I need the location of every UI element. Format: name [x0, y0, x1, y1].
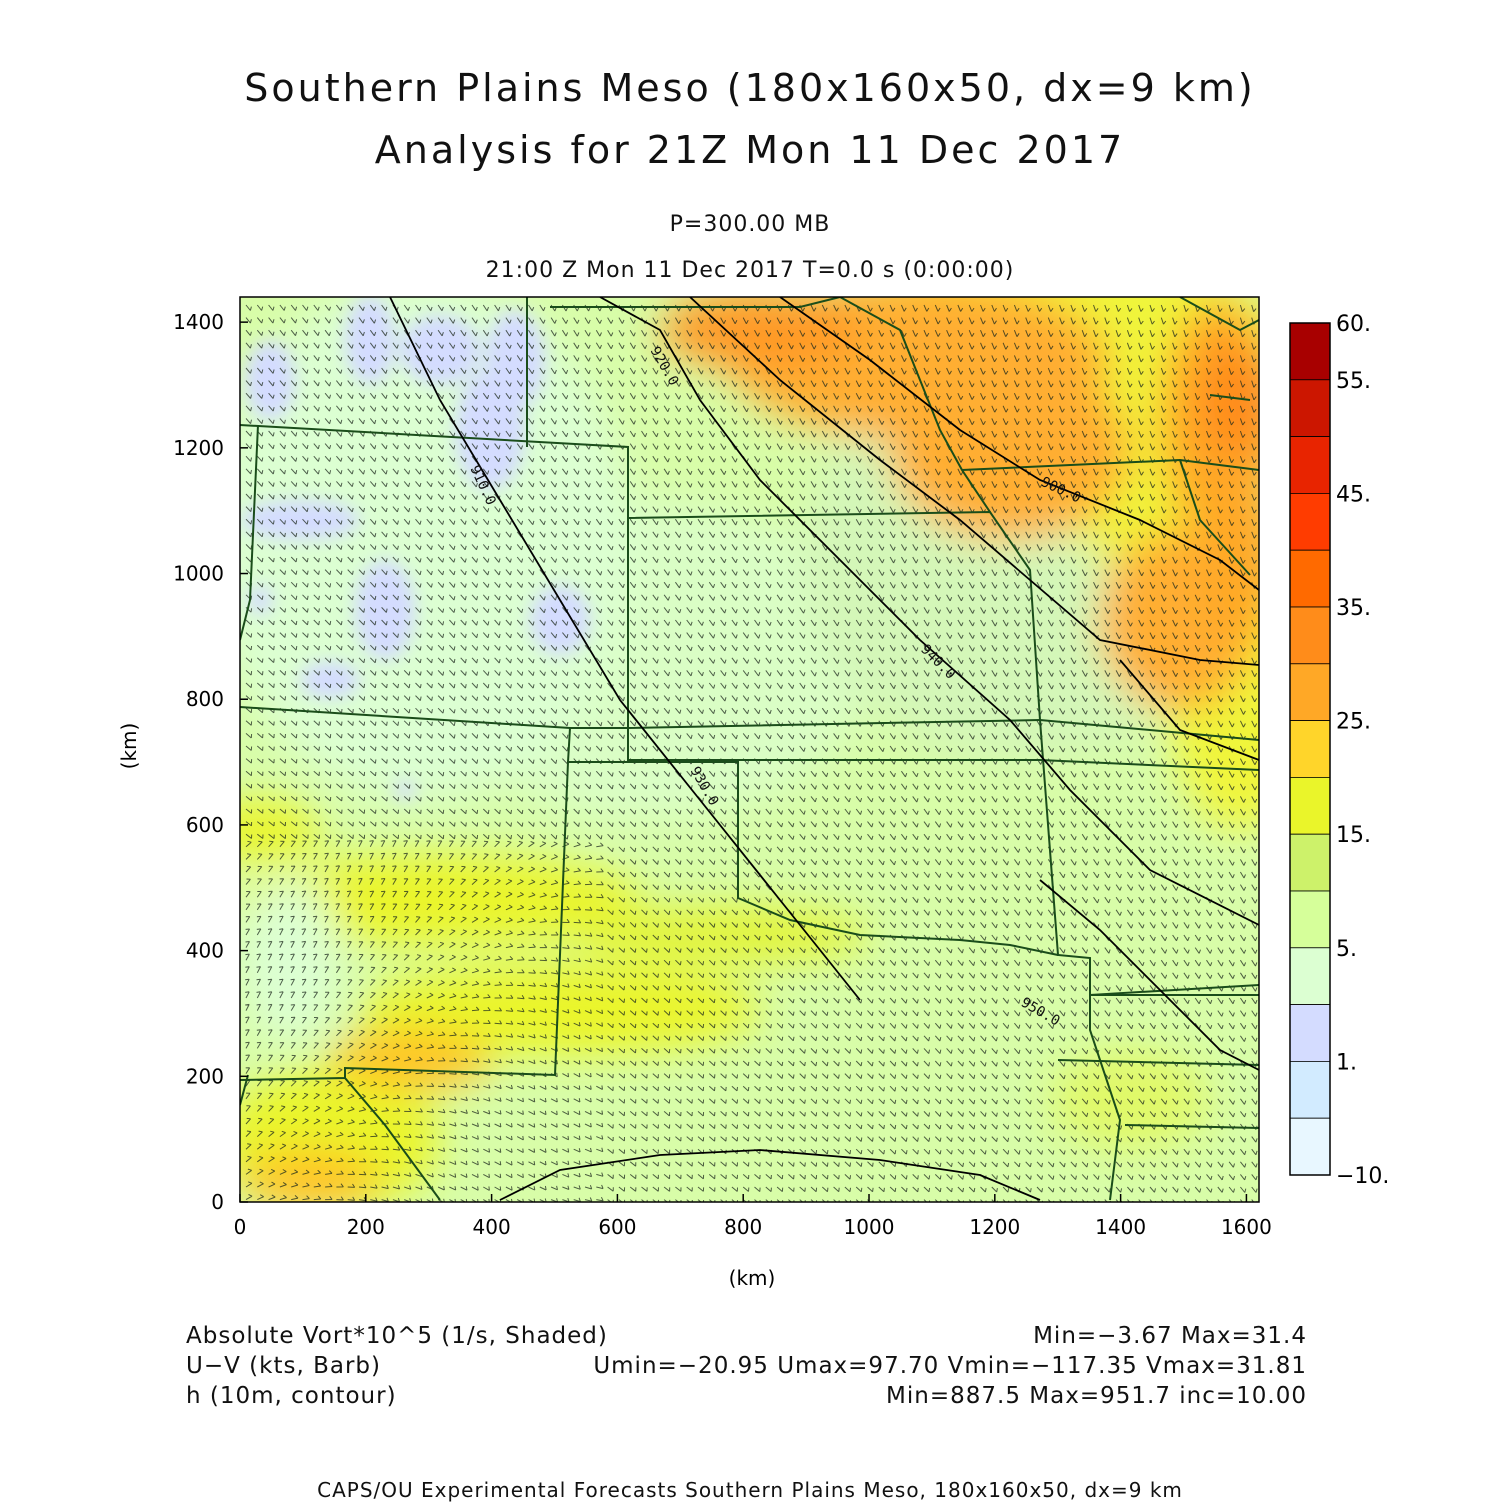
- y-tick-label: 600: [186, 813, 224, 837]
- title-line-1: Southern Plains Meso (180x160x50, dx=9 k…: [244, 66, 1256, 110]
- colorbar-label: 55.: [1336, 369, 1371, 394]
- y-tick-label: 1200: [173, 436, 224, 460]
- colorbar-swatch: [1289, 833, 1331, 892]
- colorbar-label: 45.: [1336, 482, 1371, 507]
- colorbar-label: −10.: [1336, 1164, 1389, 1189]
- colorbar-swatch: [1289, 1117, 1331, 1176]
- x-axis-label: (km): [729, 1266, 776, 1290]
- y-tick-label: 1000: [173, 562, 224, 586]
- colorbar-swatch: [1289, 606, 1331, 665]
- x-tick-label: 800: [724, 1215, 762, 1239]
- footer-credit: CAPS/OU Experimental Forecasts Southern …: [317, 1478, 1183, 1502]
- colorbar-swatch: [1289, 1061, 1331, 1119]
- y-axis-label: (km): [117, 723, 141, 770]
- y-tick-label: 800: [186, 687, 224, 711]
- state-borders: [240, 297, 1259, 1201]
- x-tick-label: 1600: [1221, 1215, 1272, 1239]
- colorbar-label: 1.: [1336, 1050, 1357, 1075]
- colorbar-label: 35.: [1336, 596, 1371, 621]
- colorbar-swatch: [1289, 663, 1331, 721]
- height-contours: [389, 297, 1259, 1201]
- x-tick-label: 200: [347, 1215, 385, 1239]
- height-legend-stats: Min=887.5 Max=951.7 inc=10.00: [886, 1383, 1307, 1409]
- colorbar-swatch: [1289, 322, 1331, 381]
- colorbar-label: 15.: [1336, 823, 1371, 848]
- wind-legend-label: U−V (kts, Barb): [186, 1353, 381, 1379]
- x-tick-label: 600: [598, 1215, 636, 1239]
- x-tick-label: 1400: [1095, 1215, 1146, 1239]
- height-legend-label: h (10m, contour): [186, 1383, 397, 1409]
- colorbar-swatch: [1289, 379, 1331, 437]
- colorbar-swatch: [1289, 436, 1331, 494]
- colorbar-swatch: [1289, 492, 1331, 551]
- y-tick-label: 400: [186, 939, 224, 963]
- plot-frame: [239, 296, 1260, 1203]
- x-tick-label: 0: [234, 1215, 247, 1239]
- vorticity-shading: [240, 297, 1259, 1202]
- colorbar-swatch: [1289, 890, 1331, 949]
- colorbar-label: 25.: [1336, 710, 1371, 735]
- y-tick-label: 1400: [173, 310, 224, 334]
- colorbar-swatch: [1289, 777, 1331, 835]
- y-tick-label: 200: [186, 1064, 224, 1088]
- colorbar-swatch: [1289, 720, 1331, 778]
- colorbar-swatch: [1289, 549, 1331, 608]
- x-tick-label: 400: [473, 1215, 511, 1239]
- colorbar-swatch: [1289, 947, 1331, 1005]
- valid-time: 21:00 Z Mon 11 Dec 2017 T=0.0 s (0:00:00…: [485, 258, 1015, 283]
- colorbar: 60. 55. 45. 35. 25. 15. 5. 1. −10.: [1289, 312, 1389, 1189]
- x-tick-label: 1000: [844, 1215, 895, 1239]
- colorbar-label: 60.: [1336, 312, 1371, 337]
- wind-legend-stats: Umin=−20.95 Umax=97.70 Vmin=−117.35 Vmax…: [593, 1353, 1307, 1379]
- title-line-2: Analysis for 21Z Mon 11 Dec 2017: [374, 128, 1126, 172]
- vort-legend-label: Absolute Vort*10^5 (1/s, Shaded): [186, 1323, 608, 1349]
- colorbar-swatch: [1289, 1004, 1331, 1062]
- y-tick-label: 0: [211, 1190, 224, 1214]
- colorbar-frame: [1289, 322, 1331, 1176]
- x-tick-label: 1200: [969, 1215, 1020, 1239]
- vort-legend-stats: Min=−3.67 Max=31.4: [1033, 1323, 1307, 1349]
- x-axis: 0 200 400 600 800 1000 1200 1400 1600: [234, 1194, 1272, 1239]
- y-axis: 0 200 400 600 800 1000 1200 1400: [173, 310, 248, 1214]
- pressure-level: P=300.00 MB: [669, 212, 831, 237]
- colorbar-label: 5.: [1336, 937, 1357, 962]
